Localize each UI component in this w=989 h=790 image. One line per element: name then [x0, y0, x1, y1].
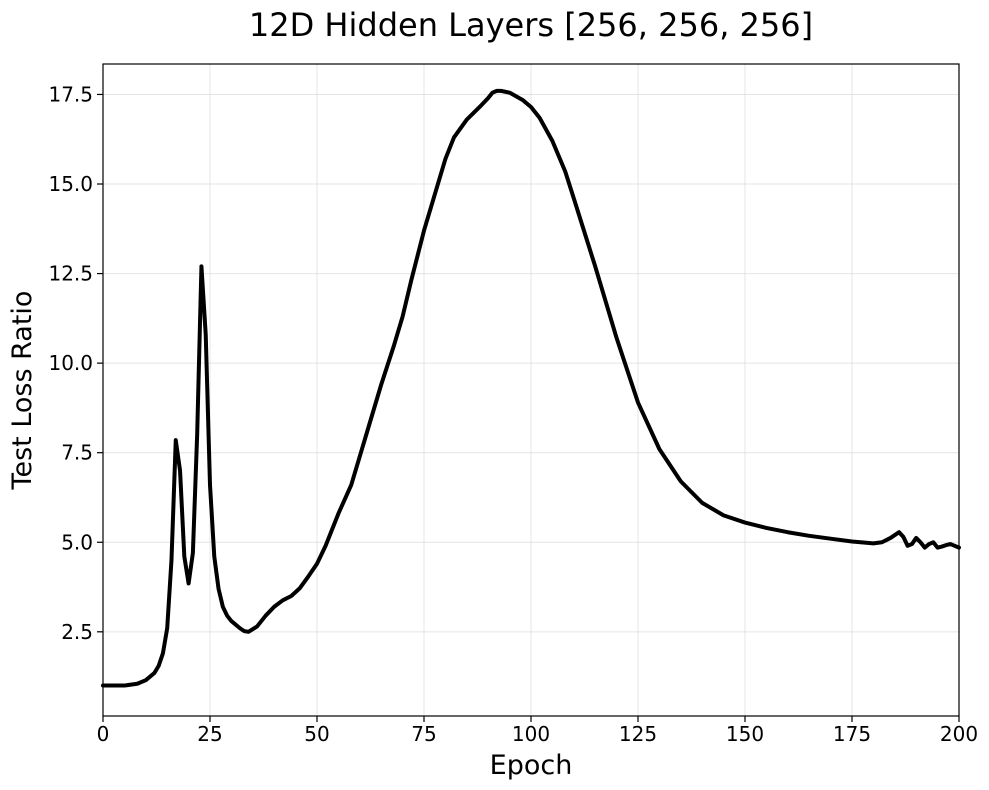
y-tick-label: 10.0	[48, 351, 93, 375]
x-tick-label: 75	[411, 722, 436, 746]
chart-title: 12D Hidden Layers [256, 256, 256]	[249, 6, 813, 44]
x-tick-label: 200	[940, 722, 978, 746]
x-tick-label: 0	[97, 722, 110, 746]
y-tick-label: 17.5	[48, 82, 93, 106]
y-tick-label: 2.5	[61, 620, 93, 644]
x-axis-label: Epoch	[490, 750, 573, 781]
x-tick-label: 125	[619, 722, 657, 746]
y-axis-ticks: 2.5 5.0 7.5 10.0 12.5 15.0 17.5	[48, 82, 103, 644]
x-tick-label: 25	[197, 722, 222, 746]
y-axis-label: Test Loss Ratio	[7, 291, 38, 491]
x-tick-label: 50	[304, 722, 329, 746]
series-line	[101, 88, 961, 688]
x-tick-label: 175	[833, 722, 871, 746]
series-layer	[101, 88, 961, 688]
y-tick-label: 15.0	[48, 172, 93, 196]
y-tick-label: 7.5	[61, 441, 93, 465]
y-tick-label: 12.5	[48, 262, 93, 286]
x-axis-ticks: 0 25 50 75 100 125 150 175 200	[97, 716, 978, 746]
x-tick-label: 100	[512, 722, 550, 746]
y-tick-label: 5.0	[61, 530, 93, 554]
x-tick-label: 150	[726, 722, 764, 746]
grid	[102, 64, 960, 716]
